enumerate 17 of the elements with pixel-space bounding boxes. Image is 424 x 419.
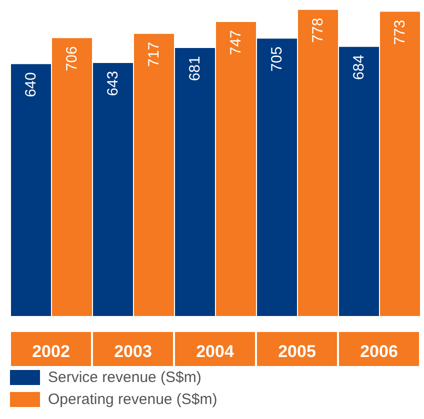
x-tick-label: 2004 [196,342,234,361]
data-label: 717 [146,42,162,67]
x-tick-label: 2003 [114,342,152,361]
data-label: 747 [228,30,244,56]
data-label: 778 [310,18,326,43]
data-label: 643 [104,70,122,96]
x-tick-label: 2002 [32,342,70,361]
data-label: 706 [64,46,80,72]
data-label: 705 [268,46,286,72]
data-label: 684 [350,54,368,80]
data-label: 640 [22,72,40,98]
x-tick-label: 2006 [360,342,398,361]
legend-label: Service revenue (S$m) [47,368,202,388]
data-label: 681 [186,56,204,82]
legend-label: Operating revenue (S$m) [47,390,218,410]
data-label: 773 [392,20,408,45]
x-tick-label: 2005 [278,342,316,361]
